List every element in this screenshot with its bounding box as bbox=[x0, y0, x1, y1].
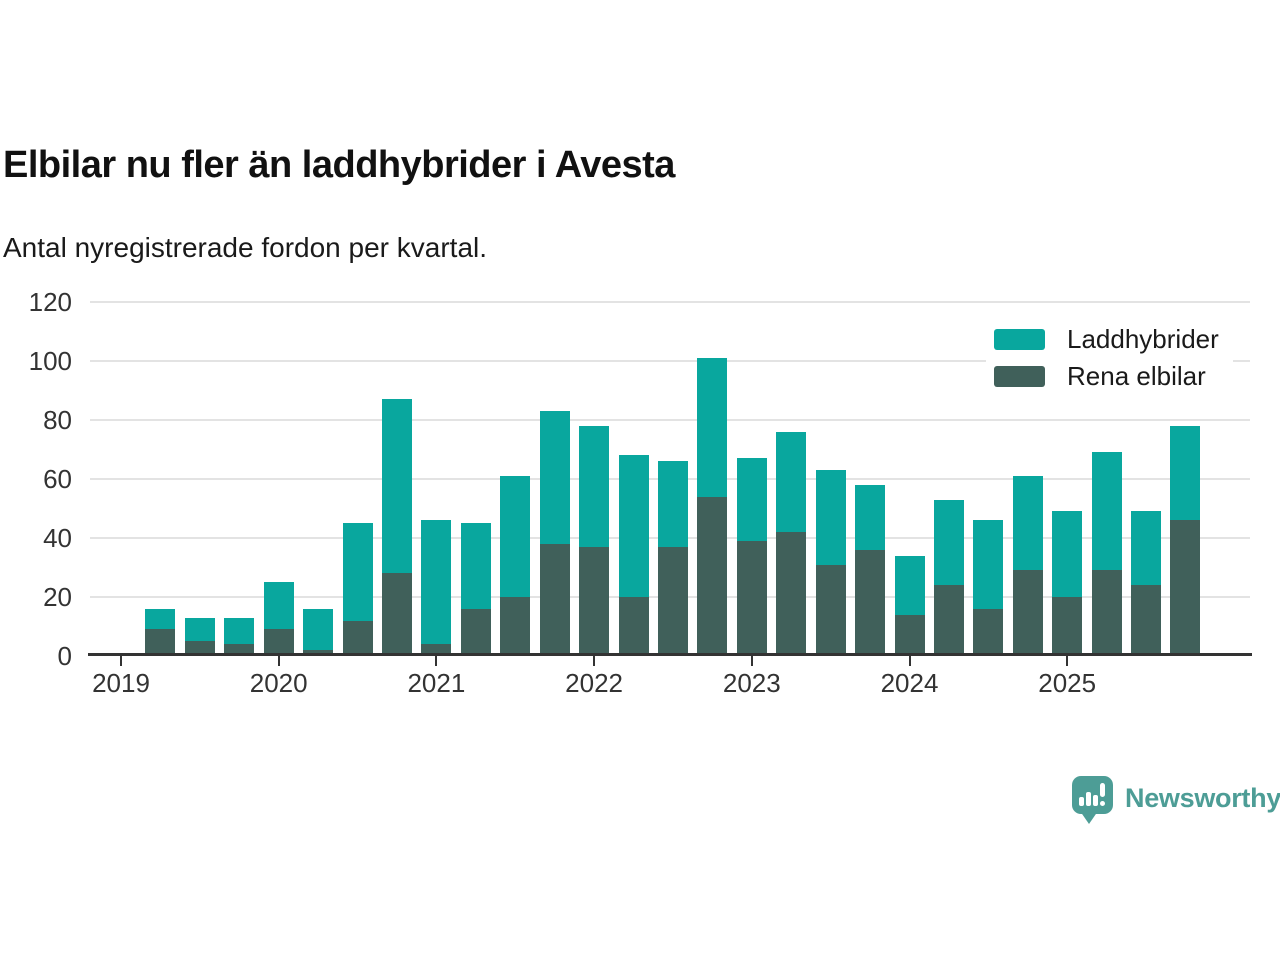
legend-swatch-rena-elbilar bbox=[994, 366, 1045, 387]
logo-chart-bar-2 bbox=[1086, 792, 1091, 806]
logo-exclamation-bar bbox=[1100, 783, 1105, 797]
bar-2022-q2-rena-elbilar bbox=[618, 597, 649, 656]
bar-2021-q2-rena-elbilar bbox=[460, 608, 491, 656]
y-tick-label-0: 0 bbox=[57, 641, 72, 671]
logo-chart-bar-1 bbox=[1079, 797, 1084, 806]
bar-2024-q2-rena-elbilar bbox=[933, 585, 964, 656]
bar-2022-q4-rena-elbilar bbox=[697, 496, 728, 656]
x-tick-2025 bbox=[1066, 656, 1069, 666]
bar-2020-q4-laddhybrider bbox=[381, 399, 412, 574]
bar-2021-q4-laddhybrider bbox=[539, 411, 570, 544]
bar-2024-q1-rena-elbilar bbox=[894, 614, 925, 656]
bar-2023-q3-laddhybrider bbox=[815, 470, 846, 565]
x-tick-label-2022: 2022 bbox=[565, 668, 624, 698]
y-tick-label-20: 20 bbox=[43, 582, 72, 612]
legend-label-rena-elbilar: Rena elbilar bbox=[1067, 361, 1206, 391]
bar-2021-q2-laddhybrider bbox=[460, 523, 491, 609]
bar-2025-q2-laddhybrider bbox=[1091, 452, 1122, 571]
x-tick-2023 bbox=[750, 656, 753, 666]
y-tick-label-80: 80 bbox=[43, 405, 72, 435]
legend-item-rena-elbilar: Rena elbilar bbox=[994, 363, 1219, 390]
bar-2022-q1-laddhybrider bbox=[579, 425, 610, 547]
bar-2025-q2-rena-elbilar bbox=[1091, 570, 1122, 656]
chart-title: Elbilar nu fler än laddhybrider i Avesta bbox=[3, 144, 675, 186]
bar-2024-q1-laddhybrider bbox=[894, 555, 925, 615]
bar-2021-q3-laddhybrider bbox=[500, 476, 531, 597]
bar-2021-q1-rena-elbilar bbox=[421, 644, 452, 656]
bar-2022-q1-rena-elbilar bbox=[579, 546, 610, 656]
bar-2022-q2-laddhybrider bbox=[618, 455, 649, 597]
logo-bubble-tail bbox=[1080, 811, 1098, 824]
bar-2020-q2-laddhybrider bbox=[303, 608, 334, 651]
gridline-y-100 bbox=[90, 360, 1250, 362]
logo-exclamation-dot bbox=[1100, 801, 1105, 806]
bar-2023-q4-laddhybrider bbox=[855, 484, 886, 550]
bar-2024-q4-rena-elbilar bbox=[1012, 570, 1043, 656]
newsworthy-branding: Newsworthy bbox=[1072, 776, 1280, 826]
legend-swatch-laddhybrider bbox=[994, 329, 1045, 350]
bar-2019-q2-laddhybrider bbox=[145, 608, 176, 630]
y-tick-label-120: 120 bbox=[28, 287, 72, 317]
x-tick-2020 bbox=[277, 656, 280, 666]
bar-2020-q1-laddhybrider bbox=[263, 582, 294, 630]
y-tick-label-40: 40 bbox=[43, 523, 72, 553]
bar-2022-q3-rena-elbilar bbox=[657, 546, 688, 656]
x-tick-label-2024: 2024 bbox=[880, 668, 939, 698]
bar-2021-q4-rena-elbilar bbox=[539, 543, 570, 656]
y-tick-label-60: 60 bbox=[43, 464, 72, 494]
y-tick-label-100: 100 bbox=[28, 346, 72, 376]
x-tick-2024 bbox=[908, 656, 911, 666]
x-tick-label-2019: 2019 bbox=[92, 668, 150, 698]
bar-2022-q3-laddhybrider bbox=[657, 461, 688, 547]
newsworthy-logo-icon bbox=[1072, 776, 1113, 826]
logo-speech-bubble bbox=[1072, 776, 1113, 814]
bar-2019-q3-laddhybrider bbox=[184, 617, 215, 642]
bar-2024-q2-laddhybrider bbox=[933, 499, 964, 586]
bar-2023-q1-rena-elbilar bbox=[736, 540, 767, 656]
bar-2023-q3-rena-elbilar bbox=[815, 564, 846, 656]
chart-subtitle: Antal nyregistrerade fordon per kvartal. bbox=[3, 232, 488, 263]
legend-item-laddhybrider: Laddhybrider bbox=[994, 326, 1219, 353]
bar-2023-q2-laddhybrider bbox=[776, 431, 807, 533]
bar-2023-q4-rena-elbilar bbox=[855, 549, 886, 656]
newsworthy-wordmark: Newsworthy bbox=[1125, 783, 1280, 813]
x-axis-line bbox=[88, 653, 1252, 656]
plot-area bbox=[90, 301, 1250, 656]
x-tick-label-2023: 2023 bbox=[722, 668, 781, 698]
bar-2023-q2-rena-elbilar bbox=[776, 532, 807, 656]
bar-2022-q4-laddhybrider bbox=[697, 358, 728, 497]
bar-2020-q4-rena-elbilar bbox=[381, 573, 412, 656]
gridline-y-120 bbox=[90, 301, 1250, 303]
bar-2019-q2-rena-elbilar bbox=[145, 629, 176, 656]
bar-2019-q3-rena-elbilar bbox=[184, 641, 215, 656]
legend-label-laddhybrider: Laddhybrider bbox=[1067, 324, 1219, 354]
gridline-y-80 bbox=[90, 419, 1250, 421]
bar-2025-q4-rena-elbilar bbox=[1170, 520, 1201, 656]
x-tick-2019 bbox=[120, 656, 122, 666]
bar-2023-q1-laddhybrider bbox=[736, 458, 767, 541]
bar-2025-q4-laddhybrider bbox=[1170, 425, 1201, 521]
bar-2020-q3-laddhybrider bbox=[342, 523, 373, 621]
bar-2020-q1-rena-elbilar bbox=[263, 629, 294, 656]
bar-2021-q3-rena-elbilar bbox=[500, 597, 531, 656]
bar-2024-q3-laddhybrider bbox=[973, 520, 1004, 609]
bar-2020-q3-rena-elbilar bbox=[342, 620, 373, 656]
bar-2025-q3-laddhybrider bbox=[1131, 511, 1162, 586]
bar-2019-q4-rena-elbilar bbox=[224, 644, 255, 656]
x-tick-label-2025: 2025 bbox=[1038, 668, 1097, 698]
bar-2024-q4-laddhybrider bbox=[1012, 476, 1043, 571]
bar-2019-q4-laddhybrider bbox=[224, 617, 255, 645]
bar-2025-q1-rena-elbilar bbox=[1052, 597, 1083, 656]
x-tick-label-2020: 2020 bbox=[249, 668, 308, 698]
bar-2021-q1-laddhybrider bbox=[421, 520, 452, 645]
x-tick-2022 bbox=[593, 656, 596, 666]
y-axis-labels: 0 20 40 60 80 100 120 bbox=[0, 289, 75, 669]
bar-2025-q1-laddhybrider bbox=[1052, 511, 1083, 597]
legend: Laddhybrider Rena elbilar bbox=[986, 320, 1233, 398]
bar-2025-q3-rena-elbilar bbox=[1131, 585, 1162, 656]
x-tick-label-2021: 2021 bbox=[407, 668, 466, 698]
logo-chart-bar-3 bbox=[1093, 795, 1098, 806]
bar-2024-q3-rena-elbilar bbox=[973, 608, 1004, 656]
x-tick-2021 bbox=[435, 656, 438, 666]
